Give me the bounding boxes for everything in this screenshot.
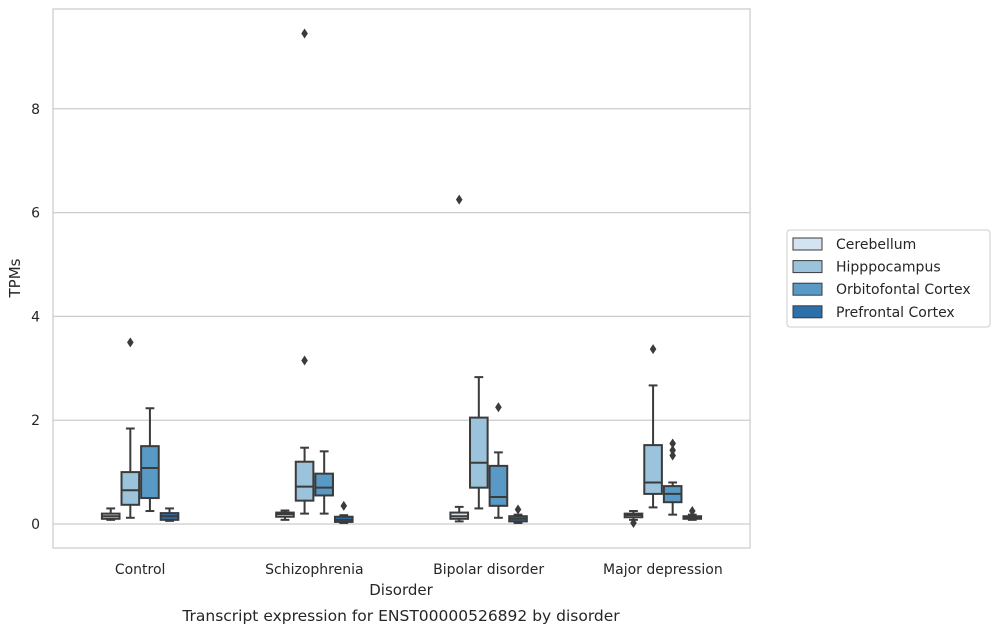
- box-body: [314, 472, 334, 497]
- box-0-3: [159, 507, 180, 522]
- plot-frame: [52, 8, 751, 549]
- box-3-1: [643, 344, 663, 509]
- legend-label-1: Hipppocampus: [836, 260, 941, 276]
- box-2-1: [469, 376, 489, 510]
- box-body: [294, 460, 315, 502]
- legend-swatch-0: [792, 237, 823, 251]
- y-tick-label-3: 6: [31, 206, 40, 222]
- y-tick-label-4: 8: [31, 102, 40, 118]
- legend-swatch-3: [792, 305, 823, 319]
- outlier-1: [301, 28, 308, 39]
- boxes: [100, 28, 703, 528]
- x-tick-label-1: Schizophrenia: [265, 562, 363, 578]
- outlier-0: [127, 337, 134, 348]
- figure-caption: Transcript expression for ENST0000052689…: [181, 607, 620, 625]
- x-tick-label-0: Control: [115, 562, 166, 578]
- box-1-3: [333, 500, 354, 524]
- x-tick-label-3: Major depression: [603, 562, 723, 578]
- legend: Cerebellum Hipppocampus Orbitofontal Corte…: [786, 229, 991, 328]
- outlier-1: [669, 445, 676, 456]
- outlier-0: [688, 506, 696, 517]
- legend-swatch-1: [792, 260, 823, 274]
- outlier-2: [669, 438, 676, 449]
- outlier-0: [669, 450, 676, 461]
- legend-frame: [786, 229, 991, 328]
- outlier-0: [514, 504, 522, 515]
- plot-background: [53, 9, 750, 548]
- box-1-1: [294, 28, 315, 515]
- legend-swatch-2: [792, 282, 823, 296]
- box-body: [488, 464, 509, 507]
- y-tick-label-1: 2: [31, 413, 40, 429]
- box-1-0: [275, 509, 295, 521]
- outlier-0: [340, 500, 348, 511]
- x-tick-label-2: Bipolar disorder: [433, 562, 544, 578]
- outlier-0: [301, 355, 308, 366]
- x-tick-labels: Control Schizophrenia Bipolar disorder Majo…: [115, 562, 723, 578]
- outlier-0: [630, 517, 637, 528]
- legend-label-0: Cerebellum: [836, 237, 916, 253]
- box-0-2: [140, 407, 160, 513]
- y-tick-label-0: 0: [31, 517, 40, 533]
- outlier-0: [649, 344, 657, 355]
- box-0-0: [100, 507, 121, 521]
- outlier-0: [455, 194, 463, 205]
- legend-label-2: Orbitofontal Cortex: [836, 282, 971, 298]
- box-body: [120, 471, 141, 506]
- x-axis-label: Disorder: [369, 581, 433, 599]
- box-0-1: [120, 337, 141, 519]
- box-2-0: [449, 194, 470, 523]
- legend-label-3: Prefrontal Cortex: [836, 305, 955, 321]
- y-tick-label-2: 4: [31, 309, 40, 325]
- box-3-0: [623, 510, 644, 528]
- y-axis-label: TPMs: [6, 258, 24, 298]
- outlier-0: [495, 402, 502, 413]
- box-1-2: [314, 450, 334, 515]
- box-2-3: [508, 504, 528, 524]
- box-3-2: [662, 438, 683, 516]
- box-2-2: [488, 402, 509, 519]
- box-3-3: [682, 506, 703, 521]
- box-body: [140, 445, 160, 500]
- box-body: [643, 444, 663, 495]
- y-tick-labels: 0 2 4 6 8: [31, 102, 40, 533]
- box-body: [469, 416, 489, 489]
